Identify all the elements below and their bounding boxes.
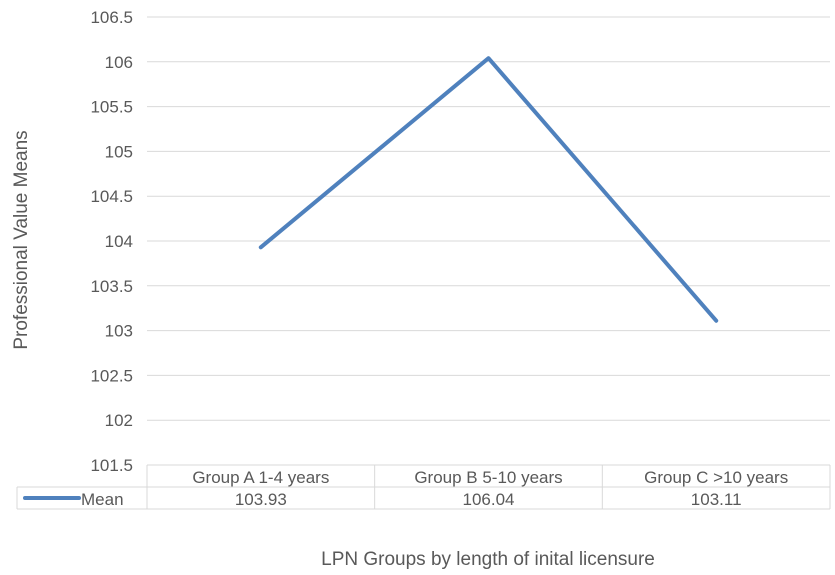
- y-tick-label: 102: [105, 411, 133, 430]
- x-category-label: Group B 5-10 years: [414, 468, 562, 487]
- y-tick-label: 104.5: [90, 187, 133, 206]
- y-tick-label: 105: [105, 142, 133, 161]
- y-axis-ticks: 101.5 102 102.5 103 103.5 104 104.5 105 105.5 106…: [90, 8, 133, 475]
- gridlines: [147, 16, 830, 421]
- x-category-label: Group C >10 years: [644, 468, 788, 487]
- data-table: Group A 1-4 years Group B 5-10 years Group…: [16, 464, 831, 510]
- data-table-value: 103.93: [235, 490, 287, 509]
- y-tick-label: 106.5: [90, 8, 133, 27]
- y-tick-label: 101.5: [90, 456, 133, 475]
- y-tick-label: 102.5: [90, 366, 133, 385]
- y-tick-label: 103.5: [90, 277, 133, 296]
- series-lines: [258, 56, 719, 323]
- legend-label: Mean: [81, 490, 124, 509]
- y-tick-label: 104: [105, 232, 133, 251]
- y-axis-title: Professional Value Means: [11, 130, 32, 349]
- series-line-mean: [258, 56, 719, 323]
- x-axis-title: LPN Groups by length of inital licensure: [321, 549, 655, 570]
- data-table-value: 103.11: [691, 490, 742, 509]
- x-category-label: Group A 1-4 years: [192, 468, 329, 487]
- y-tick-label: 105.5: [90, 98, 133, 117]
- data-table-value: 106.04: [463, 490, 515, 509]
- y-tick-label: 106: [105, 53, 133, 72]
- y-tick-label: 103: [105, 322, 133, 341]
